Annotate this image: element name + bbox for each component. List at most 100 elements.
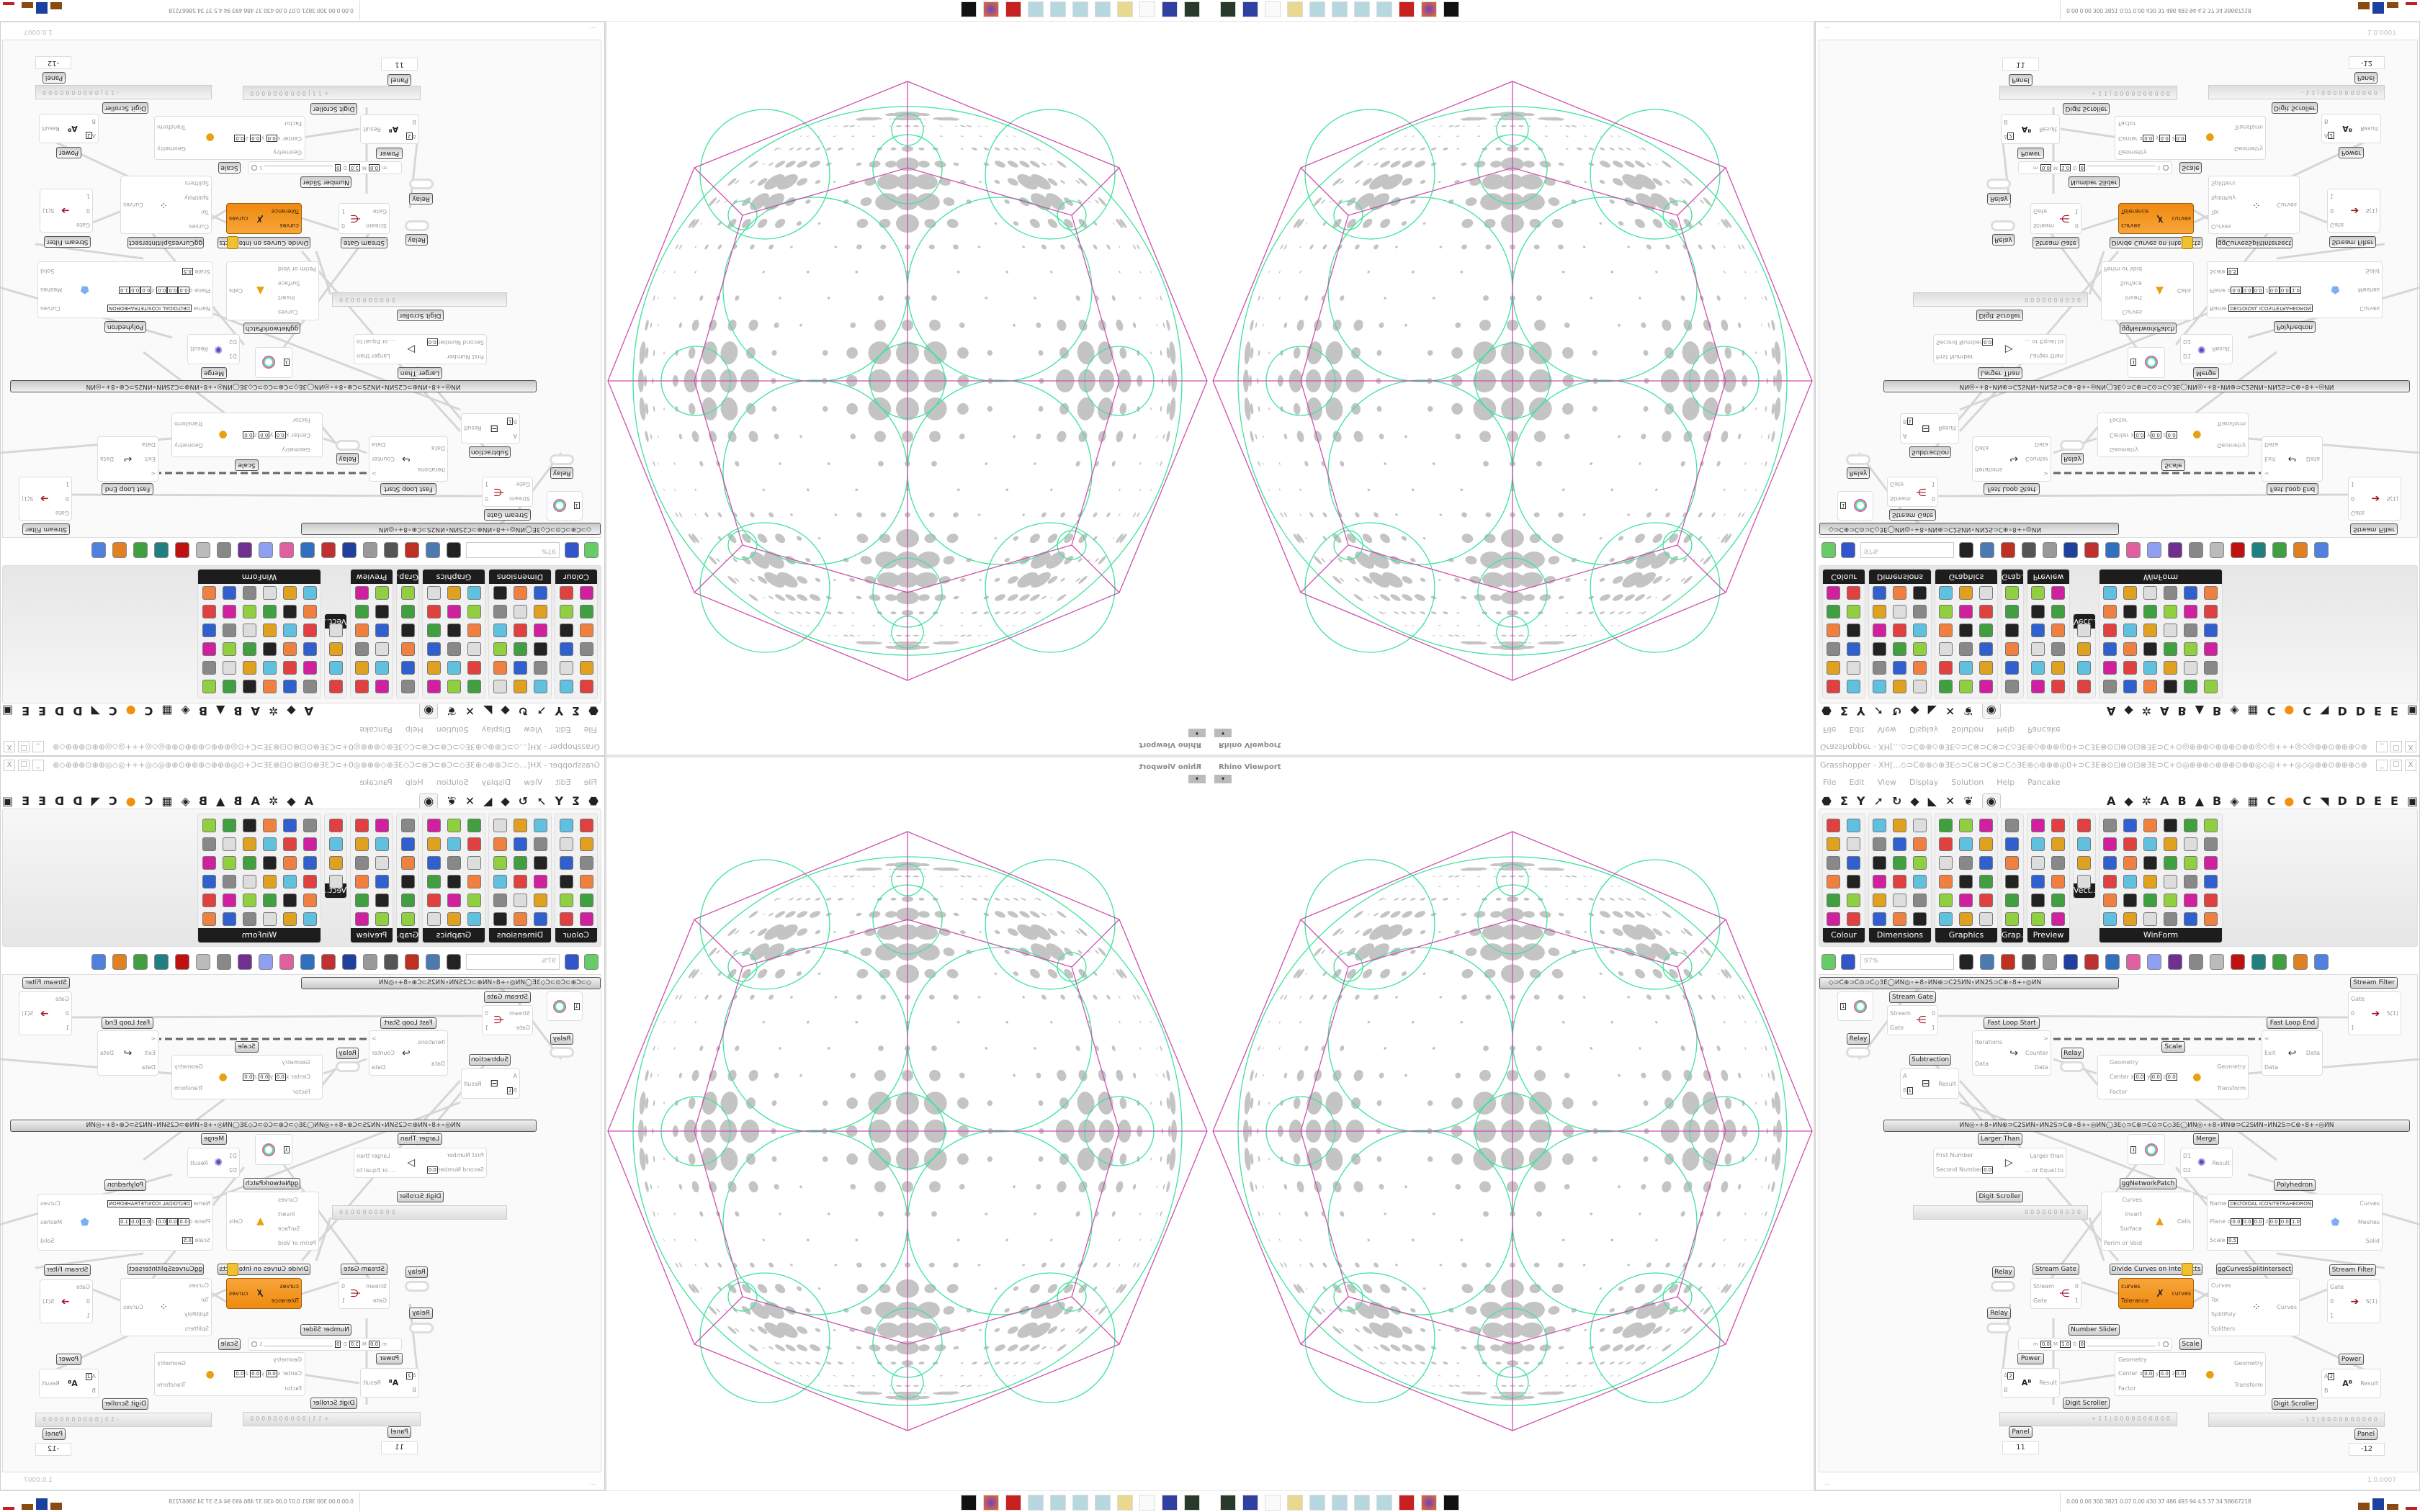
port-label[interactable]: Gate [516, 1024, 530, 1031]
component-icon[interactable] [1893, 894, 1906, 907]
menu-view[interactable]: View [1877, 725, 1896, 734]
port-label[interactable]: Gate [2033, 1297, 2048, 1305]
port-label[interactable]: SplitPoly [2211, 194, 2236, 202]
component-icon[interactable] [1873, 856, 1886, 870]
component-icon[interactable] [493, 819, 507, 832]
slider-grip[interactable] [251, 165, 257, 171]
component-icon[interactable] [243, 856, 256, 870]
relay-node[interactable] [405, 1281, 429, 1292]
rhino-viewport[interactable]: Rhino Viewport ▾ [605, 756, 1210, 1490]
component-icon[interactable] [355, 875, 369, 888]
subtraction-label[interactable]: Subtraction [1909, 1054, 1951, 1066]
component-icon[interactable] [375, 642, 389, 656]
digit-scroller[interactable]: 0000000030 [332, 292, 507, 307]
slider-track[interactable] [2087, 166, 2156, 170]
component-icon[interactable] [514, 819, 527, 832]
tab-icon[interactable]: Y [1856, 793, 1865, 808]
digit-scroller-label[interactable]: Digit Scroller [1976, 310, 2023, 321]
port-label[interactable]: Exit [2264, 1049, 2276, 1056]
toolbar-icon[interactable] [426, 542, 440, 558]
port-label[interactable]: B [91, 118, 97, 125]
port-label[interactable]: Larger than [357, 1152, 390, 1159]
component-icon[interactable] [2005, 856, 2019, 870]
port-label[interactable]: D1 [228, 353, 237, 360]
port-label[interactable]: Factor [2110, 1088, 2128, 1095]
component-icon[interactable] [2077, 680, 2091, 693]
curves-split-label[interactable]: ggCurvesSplitIntersect [127, 237, 204, 248]
component-icon[interactable] [2204, 875, 2218, 888]
component-icon[interactable] [534, 624, 547, 637]
port-label[interactable]: S(1) [22, 495, 34, 502]
port-label[interactable]: ... or Equal to [357, 1166, 395, 1174]
second-value[interactable]: 0.0 [426, 338, 438, 346]
tab-icon[interactable]: Σ [1839, 793, 1848, 808]
firefox-icon[interactable] [983, 1, 999, 17]
relay-node[interactable] [1986, 179, 2011, 189]
port-label[interactable]: 0 [86, 207, 90, 215]
port-label[interactable]: B [412, 119, 417, 125]
fast-loop-end-node[interactable]: < Exit Data ↩ Data [2262, 436, 2323, 482]
minimize-button[interactable]: _ [2376, 760, 2388, 771]
component-icon[interactable] [202, 642, 216, 656]
port-label[interactable]: A2 [86, 1373, 96, 1380]
center-y[interactable]: 0.0 [250, 1370, 261, 1378]
component-icon[interactable] [2051, 605, 2065, 618]
tab-icon[interactable]: A [251, 704, 260, 719]
component-icon[interactable] [223, 894, 236, 907]
menu-edit[interactable]: Edit [555, 725, 571, 734]
component-icon[interactable] [493, 856, 507, 870]
component-icon[interactable] [1979, 819, 1993, 832]
port-label[interactable]: 0 [2074, 222, 2079, 230]
component-icon[interactable] [1959, 875, 1973, 888]
component-icon[interactable] [355, 856, 369, 870]
center-z[interactable]: 0.0 [243, 1073, 254, 1081]
port-label[interactable]: 0 [65, 1009, 69, 1017]
origin-y[interactable]: 0.0 [2241, 1218, 2253, 1226]
tab-icon[interactable]: ◆ [287, 793, 296, 808]
warning-balloon-icon[interactable] [227, 236, 238, 249]
blank-app-icon[interactable] [1139, 1495, 1155, 1511]
stream-gate-label[interactable]: Stream Gate [1889, 991, 1936, 1003]
tab-icon[interactable]: ✲ [2141, 793, 2152, 808]
b-value[interactable]: 1 [507, 418, 514, 426]
component-icon[interactable] [1979, 624, 1993, 637]
component-icon[interactable] [283, 586, 297, 600]
relay-label[interactable]: Relay [2061, 453, 2084, 464]
port-label[interactable]: First Number [447, 1152, 484, 1159]
slider-max[interactable]: 1.0 [2060, 1341, 2071, 1348]
tab-icon[interactable]: ◆ [501, 793, 510, 808]
component-icon[interactable] [2184, 912, 2197, 926]
tab-icon[interactable]: ◆ [501, 704, 510, 719]
component-icon[interactable] [427, 856, 441, 870]
tab-icon[interactable]: ● [2284, 793, 2295, 808]
component-icon[interactable] [2184, 819, 2197, 832]
tab-icon[interactable]: A [2160, 793, 2169, 808]
toolbar-icon[interactable] [259, 954, 273, 970]
panel-node-label[interactable]: Panel [42, 72, 66, 84]
component-icon[interactable] [1939, 586, 1953, 600]
z-x[interactable]: 0.0 [2268, 1218, 2280, 1226]
slider-decimals[interactable]: 0 [334, 1341, 341, 1348]
toolbar-icon[interactable] [2168, 954, 2182, 970]
component-icon[interactable] [1827, 819, 1840, 832]
center-y[interactable]: 0.0 [2159, 1370, 2170, 1378]
tab-icon[interactable]: A [304, 793, 313, 808]
relay-node[interactable] [336, 1061, 360, 1072]
save-icon[interactable] [1841, 954, 1855, 970]
save-icon[interactable] [1841, 542, 1855, 558]
tab-icon[interactable]: ◈ [181, 704, 190, 719]
port-label[interactable]: Surface [277, 280, 300, 287]
component-icon[interactable] [2143, 624, 2157, 637]
component-icon[interactable] [1847, 856, 1860, 870]
origin-z[interactable]: 0.0 [156, 286, 168, 294]
toolbar-icon[interactable] [175, 954, 189, 970]
toolbar-icon[interactable] [279, 954, 294, 970]
center-y[interactable]: 0.0 [2159, 134, 2170, 142]
port-label[interactable]: SplitPoly [2211, 1310, 2236, 1318]
component-icon[interactable] [1979, 605, 1993, 618]
